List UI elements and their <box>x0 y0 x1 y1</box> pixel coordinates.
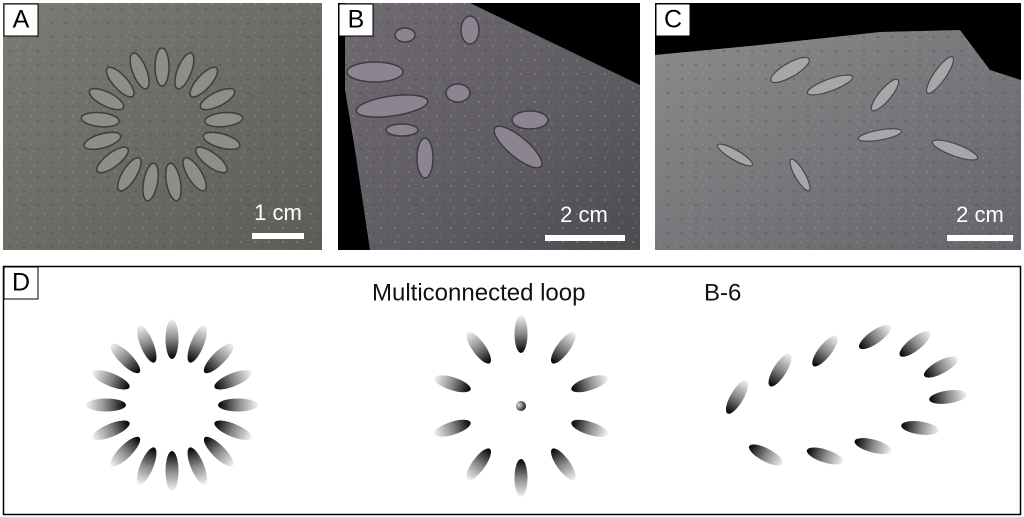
page: A 1 cm B 2 cm C 2 cm <box>0 0 1024 517</box>
center-dot <box>516 401 526 411</box>
panel-d: D Multiconnected loop B-6 <box>4 267 1021 515</box>
scale-text: 2 cm <box>560 202 608 227</box>
ellipse <box>218 399 258 412</box>
scale-bar <box>252 233 304 239</box>
panel-label: C <box>664 6 682 34</box>
ellipse <box>515 315 528 353</box>
scale-text: 2 cm <box>956 202 1004 227</box>
panel-label: D <box>12 269 30 297</box>
panel-label: B <box>348 6 365 34</box>
fossil-segment <box>155 48 169 86</box>
ellipse <box>166 319 179 359</box>
figure: A 1 cm B 2 cm C 2 cm <box>0 0 1024 517</box>
ellipse <box>515 459 528 497</box>
diagram-title: Multiconnected loop <box>372 279 585 306</box>
panel-a: A 1 cm <box>3 3 322 250</box>
scale-bar <box>545 235 625 241</box>
diagram-subtitle: B-6 <box>704 279 741 306</box>
panel-label: A <box>13 6 30 34</box>
ellipse <box>86 399 126 412</box>
scale-bar <box>947 235 1013 241</box>
ellipse <box>166 451 179 491</box>
panel-b: B 2 cm <box>338 3 640 250</box>
scale-text: 1 cm <box>254 200 302 225</box>
panel-c: C 2 cm <box>655 3 1021 250</box>
